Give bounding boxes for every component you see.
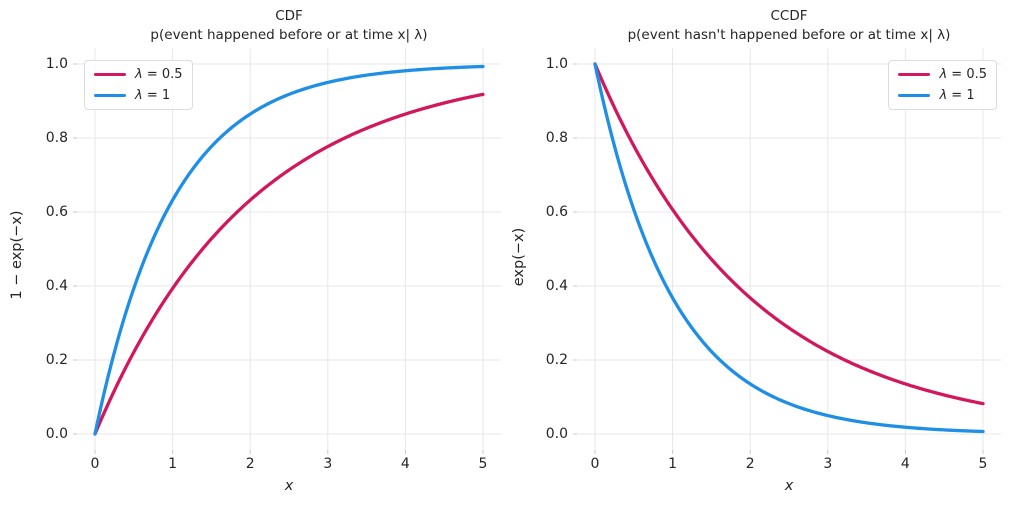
legend-label: λ = 1 xyxy=(939,88,974,103)
x-tick-label: 0 xyxy=(590,456,600,472)
legend-item: λ = 1 xyxy=(94,85,183,106)
x-tick-label: 3 xyxy=(823,456,833,472)
y-tick-label: 0.6 xyxy=(45,204,68,220)
x-tick-label: 3 xyxy=(323,456,333,472)
legend-line-swatch xyxy=(94,93,126,98)
y-tick-label: 0.8 xyxy=(545,130,568,146)
title-line1: CDF xyxy=(275,8,303,24)
legend-label-text: = 0.5 xyxy=(142,67,183,82)
title-line2: p(event happened before or at time x| λ) xyxy=(150,27,428,43)
y-tick-label: 0.6 xyxy=(545,204,568,220)
series-line xyxy=(93,64,485,436)
lambda-symbol: λ xyxy=(939,88,948,103)
legend-item: λ = 0.5 xyxy=(94,64,183,85)
y-tick-label: 0.2 xyxy=(45,352,68,368)
lambda-symbol: λ xyxy=(939,67,948,82)
y-tick-label: 0.2 xyxy=(545,352,568,368)
legend-right: λ = 0.5 λ = 1 xyxy=(888,60,997,110)
x-tick-label: 1 xyxy=(168,456,178,472)
legend-line-swatch xyxy=(898,93,931,98)
x-tick-label: 1 xyxy=(668,456,678,472)
y-tick-label: 1.0 xyxy=(545,56,568,72)
legend-label-text: = 0.5 xyxy=(947,67,987,82)
y-axis-label-right: exp(−x) xyxy=(511,227,527,287)
legend-line-swatch xyxy=(94,72,126,77)
title-line2: p(event hasn't happened before or at tim… xyxy=(627,27,951,43)
legend-label-text: = 1 xyxy=(947,88,975,103)
y-tick-label: 1.0 xyxy=(45,56,68,72)
y-tick-label: 0.0 xyxy=(45,426,68,442)
legend-label: λ = 1 xyxy=(135,88,170,103)
y-axis-label-left: 1 − exp(−x) xyxy=(9,210,25,300)
series-line xyxy=(593,62,985,434)
y-tick-label: 0.8 xyxy=(45,130,68,146)
y-tick-label: 0.4 xyxy=(45,278,68,294)
x-axis-label-left: x xyxy=(284,478,294,494)
x-tick-label: 2 xyxy=(245,456,255,472)
title-line1: CCDF xyxy=(770,8,808,24)
x-axis-label-right: x xyxy=(784,478,794,494)
legend-label-text: = 1 xyxy=(142,88,171,103)
legend-left: λ = 0.5 λ = 1 xyxy=(84,60,193,110)
lambda-symbol: λ xyxy=(135,88,143,103)
x-tick-label: 2 xyxy=(745,456,755,472)
legend-item: λ = 1 xyxy=(898,85,987,106)
series-line xyxy=(93,92,485,436)
lambda-symbol: λ xyxy=(135,67,143,82)
x-tick-label: 5 xyxy=(478,456,488,472)
legend-label: λ = 0.5 xyxy=(135,67,183,82)
x-tick-label: 0 xyxy=(90,456,100,472)
x-tick-label: 4 xyxy=(900,456,910,472)
y-tick-label: 0.4 xyxy=(545,278,568,294)
legend-item: λ = 0.5 xyxy=(898,64,987,85)
series-line xyxy=(593,62,985,406)
legend-line-swatch xyxy=(898,72,931,77)
legend-label: λ = 0.5 xyxy=(939,67,987,82)
plot-title-right: CCDF p(event hasn't happened before or a… xyxy=(595,7,983,45)
plot-title-left: CDF p(event happened before or at time x… xyxy=(95,7,483,45)
x-tick-label: 5 xyxy=(978,456,988,472)
y-tick-label: 0.0 xyxy=(545,426,568,442)
x-tick-label: 4 xyxy=(400,456,410,472)
